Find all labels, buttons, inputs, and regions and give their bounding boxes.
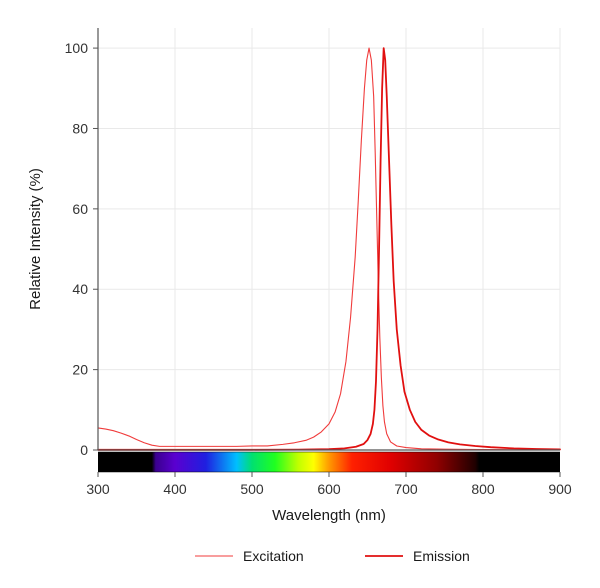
- legend-label: Excitation: [243, 548, 304, 564]
- x-tick-label: 800: [471, 481, 495, 497]
- y-axis-label: Relative Intensity (%): [27, 168, 44, 310]
- y-tick-label: 60: [72, 201, 88, 217]
- y-tick-label: 20: [72, 362, 88, 378]
- y-tick-label: 80: [72, 120, 88, 136]
- spectrum-bar: [98, 452, 560, 472]
- x-axis-label: Wavelength (nm): [272, 507, 386, 524]
- x-tick-label: 900: [548, 481, 572, 497]
- spectrum-chart: 300 400 500 600 700 800 900 0 20 40 60 80 100 Wavelen…: [0, 0, 600, 588]
- y-tick-label: 0: [80, 442, 88, 458]
- y-tick-label: 40: [72, 281, 88, 297]
- x-tick-label: 300: [86, 481, 110, 497]
- x-tick-label: 500: [240, 481, 264, 497]
- legend-label: Emission: [413, 548, 470, 564]
- x-tick-label: 600: [317, 481, 341, 497]
- y-tick-label: 100: [65, 40, 89, 56]
- x-tick-label: 400: [163, 481, 187, 497]
- x-tick-label: 700: [394, 481, 418, 497]
